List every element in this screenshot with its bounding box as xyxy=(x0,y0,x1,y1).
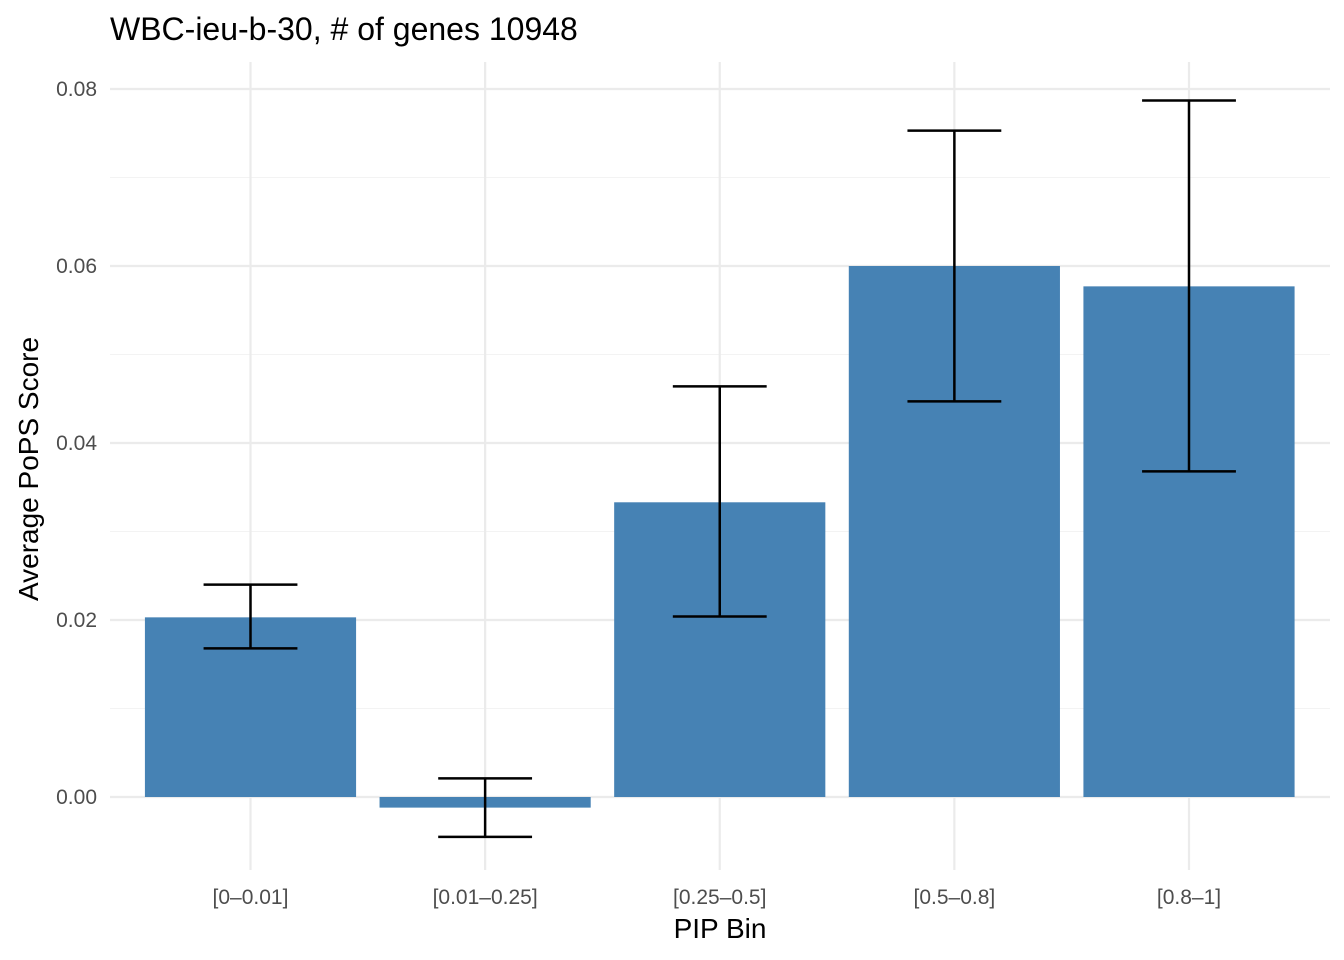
y-tick-label: 0.02 xyxy=(56,609,97,632)
x-axis-ticks: [0–0.01] [0.01–0.25] [0.25–0.5] [0.5–0.8] [0… xyxy=(213,886,1222,909)
y-axis-title: Average PoPS Score xyxy=(13,337,44,601)
y-tick-label: 0.06 xyxy=(56,255,97,278)
x-tick-label: [0.01–0.25] xyxy=(433,886,538,909)
chart-title: WBC-ieu-b-30, # of genes 10948 xyxy=(110,11,578,47)
error-bars xyxy=(203,99,1236,839)
x-axis-title: PIP Bin xyxy=(674,913,767,944)
y-tick-label: 0.00 xyxy=(56,786,97,809)
x-tick-label: [0.25–0.5] xyxy=(673,886,766,909)
y-axis-ticks: 0.00 0.02 0.04 0.06 0.08 xyxy=(56,78,97,809)
x-tick-label: [0.8–1] xyxy=(1157,886,1221,909)
x-tick-label: [0–0.01] xyxy=(213,886,289,909)
x-tick-label: [0.5–0.8] xyxy=(914,886,996,909)
y-tick-label: 0.08 xyxy=(56,78,97,101)
y-tick-label: 0.04 xyxy=(56,432,97,455)
